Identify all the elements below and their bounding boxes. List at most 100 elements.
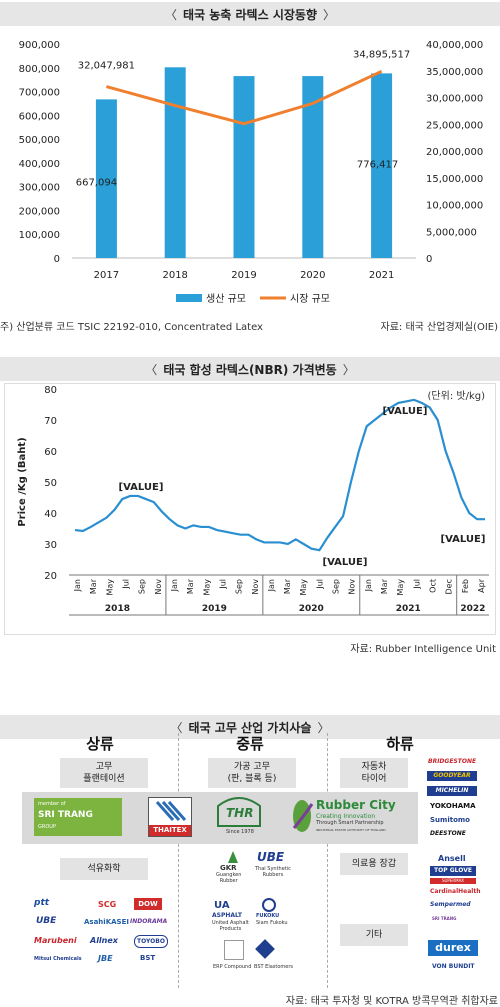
month-tick-label: Mar <box>186 578 195 594</box>
month-tick-label: May <box>105 579 114 596</box>
y-right-tick-label: 0 <box>426 254 432 265</box>
year-label: 2018 <box>105 604 130 614</box>
michelin-logo: MICHELIN <box>427 786 477 796</box>
y-tick-label: 40 <box>44 509 57 520</box>
month-tick-label: Jan <box>73 579 82 592</box>
bst-icon <box>255 939 275 959</box>
section2-title-bar: 〈 태국 합성 라텍스(NBR) 가격변동 〉 <box>0 357 500 381</box>
x-tick-label: 2021 <box>369 270 394 281</box>
year-label: 2020 <box>299 604 324 614</box>
yokohama-logo: YOKOHAMA <box>430 802 476 810</box>
divider-left <box>178 733 179 988</box>
annotation-2018-peak: [VALUE] <box>119 482 164 493</box>
ube-caption: Thai Synthetic Rubbers <box>255 866 291 878</box>
erp-icon <box>224 940 244 960</box>
dow-logo: DOW <box>134 898 162 910</box>
marubeni-logo: Marubeni <box>34 936 77 945</box>
data-label-production-2017: 667,094 <box>76 177 117 188</box>
legend-label-production: 생산 규모 <box>206 293 246 305</box>
y-tick-label: 20 <box>44 571 57 582</box>
month-tick-label: May <box>202 579 211 596</box>
month-tick-label: Nov <box>154 579 163 595</box>
rubbercity-leaf-icon <box>292 800 314 832</box>
box-medical-gloves: 의료용 장갑 <box>340 853 408 875</box>
data-label-production-2021: 776,417 <box>357 159 398 170</box>
month-tick-label: Feb <box>461 579 470 593</box>
fukoku-logo: FUKOKU <box>256 913 280 919</box>
box-auto-tire: 자동차 타이어 <box>340 758 408 788</box>
section3-title: 태국 고무 산업 가치사슬 <box>188 720 312 735</box>
fukoku-icon <box>262 898 276 912</box>
erp-caption: ERP Compound <box>213 964 252 970</box>
bracket-left: 〈 <box>145 362 158 377</box>
gkr-logo <box>218 850 248 864</box>
x-tick-label: 2019 <box>231 270 256 281</box>
asahikasei-logo: AsahiKASEI <box>84 918 129 926</box>
market-chart: 900,000 800,000 700,000 600,000 500,000 400,0… <box>19 40 484 305</box>
box-petrochemical: 석유화학 <box>60 858 148 880</box>
data-label-market-2021: 34,895,517 <box>353 49 410 60</box>
y-right-tick-label: 40,000,000 <box>426 40 483 51</box>
supermax-logo: SUPERMAX <box>430 878 476 884</box>
month-tick-label: Jul <box>412 579 421 590</box>
month-tick-label: Dec <box>445 579 454 594</box>
thaitex-emblem-icon <box>155 801 187 821</box>
ansell-logo: Ansell <box>438 854 466 863</box>
y-tick-label: 60 <box>44 447 57 458</box>
y-right-tick-label: 25,000,000 <box>426 120 483 131</box>
month-tick-label: Jan <box>267 579 276 592</box>
y-right-tick-label: 30,000,000 <box>426 94 483 105</box>
data-label-market-2017: 32,047,981 <box>78 61 135 72</box>
bar-2021 <box>371 73 393 259</box>
year-label: 2019 <box>202 604 227 614</box>
rubbercity-tagline2: Through Smart Partnership <box>316 820 384 826</box>
y-tick-label: 30 <box>44 540 57 551</box>
annotation-2021-peak: [VALUE] <box>383 406 428 417</box>
box-other: 기타 <box>340 924 408 946</box>
rubbercity-authority: INDUSTRIAL ESTATE AUTHORITY OF THAILAND <box>316 828 386 832</box>
thr-since: Since 1978 <box>226 829 254 835</box>
section1-title: 태국 농축 라텍스 시장동향 <box>183 7 317 22</box>
sritrang-gloves-logo: SRI TRANG <box>432 916 457 921</box>
y-right-tick-label: 35,000,000 <box>426 67 483 78</box>
goodyear-logo: GOODYEAR <box>427 771 477 781</box>
y-left-tick-label: 400,000 <box>19 159 60 170</box>
section1-note: 주) 산업분류 코드 TSIC 22192-010, Concentrated … <box>0 322 263 333</box>
column-upstream: 상류 <box>86 735 114 753</box>
thr-name: THR <box>226 806 254 820</box>
y-tick-label: 80 <box>44 385 57 396</box>
column-downstream: 하류 <box>386 735 414 753</box>
bst-caption: BST Elastomers <box>254 964 294 970</box>
bracket-left: 〈 <box>170 720 183 735</box>
section1-source: 자료: 태국 산업경제실(OIE) <box>380 322 498 333</box>
y-left-tick-label: 200,000 <box>19 206 60 217</box>
gkr-name: GKR <box>220 864 237 872</box>
unit-label: (단위: 밧/kg) <box>428 389 486 402</box>
month-tick-label: May <box>396 579 405 596</box>
topglove-logo: TOP GLOVE <box>430 866 476 876</box>
sempermed-logo: Sempermed <box>430 901 471 908</box>
annotation-2022-value: [VALUE] <box>441 534 486 545</box>
y-right-tick-label: 15,000,000 <box>426 174 483 185</box>
vonbundit-logo: VON BUNDIT <box>432 963 475 970</box>
sritrang-name: SRI TRANG <box>38 810 93 820</box>
thaitex-name: THAITEX <box>149 825 191 836</box>
asphalt-mark: UA <box>214 900 230 911</box>
month-tick-label: Jul <box>315 579 324 590</box>
fukoku-caption: Siam Fukoku <box>256 920 288 926</box>
month-tick-label: Mar <box>283 578 292 594</box>
price-line <box>74 398 485 552</box>
allnex-logo: Allnex <box>90 936 118 945</box>
x-tick-label: 2017 <box>94 270 119 281</box>
box-processed: 가공 고무 (판, 블록 등) <box>208 758 296 788</box>
bar-2017 <box>95 99 117 258</box>
y-left-tick-label: 600,000 <box>19 111 60 122</box>
rubbercity-logo: Rubber City Creating Innovation Through … <box>290 796 415 838</box>
durex-logo: durex <box>428 940 478 956</box>
y-right-tick-label: 10,000,000 <box>426 201 483 212</box>
box-plantation: 고무 플랜테이션 <box>60 758 148 788</box>
price-chart: (단위: 밧/kg) 80 70 60 50 40 30 20 Price /Kg (Baht)… <box>17 385 489 616</box>
bar-2020 <box>302 76 324 258</box>
y-left-tick-label: 0 <box>54 254 60 265</box>
y-right-tick-label: 20,000,000 <box>426 147 483 158</box>
